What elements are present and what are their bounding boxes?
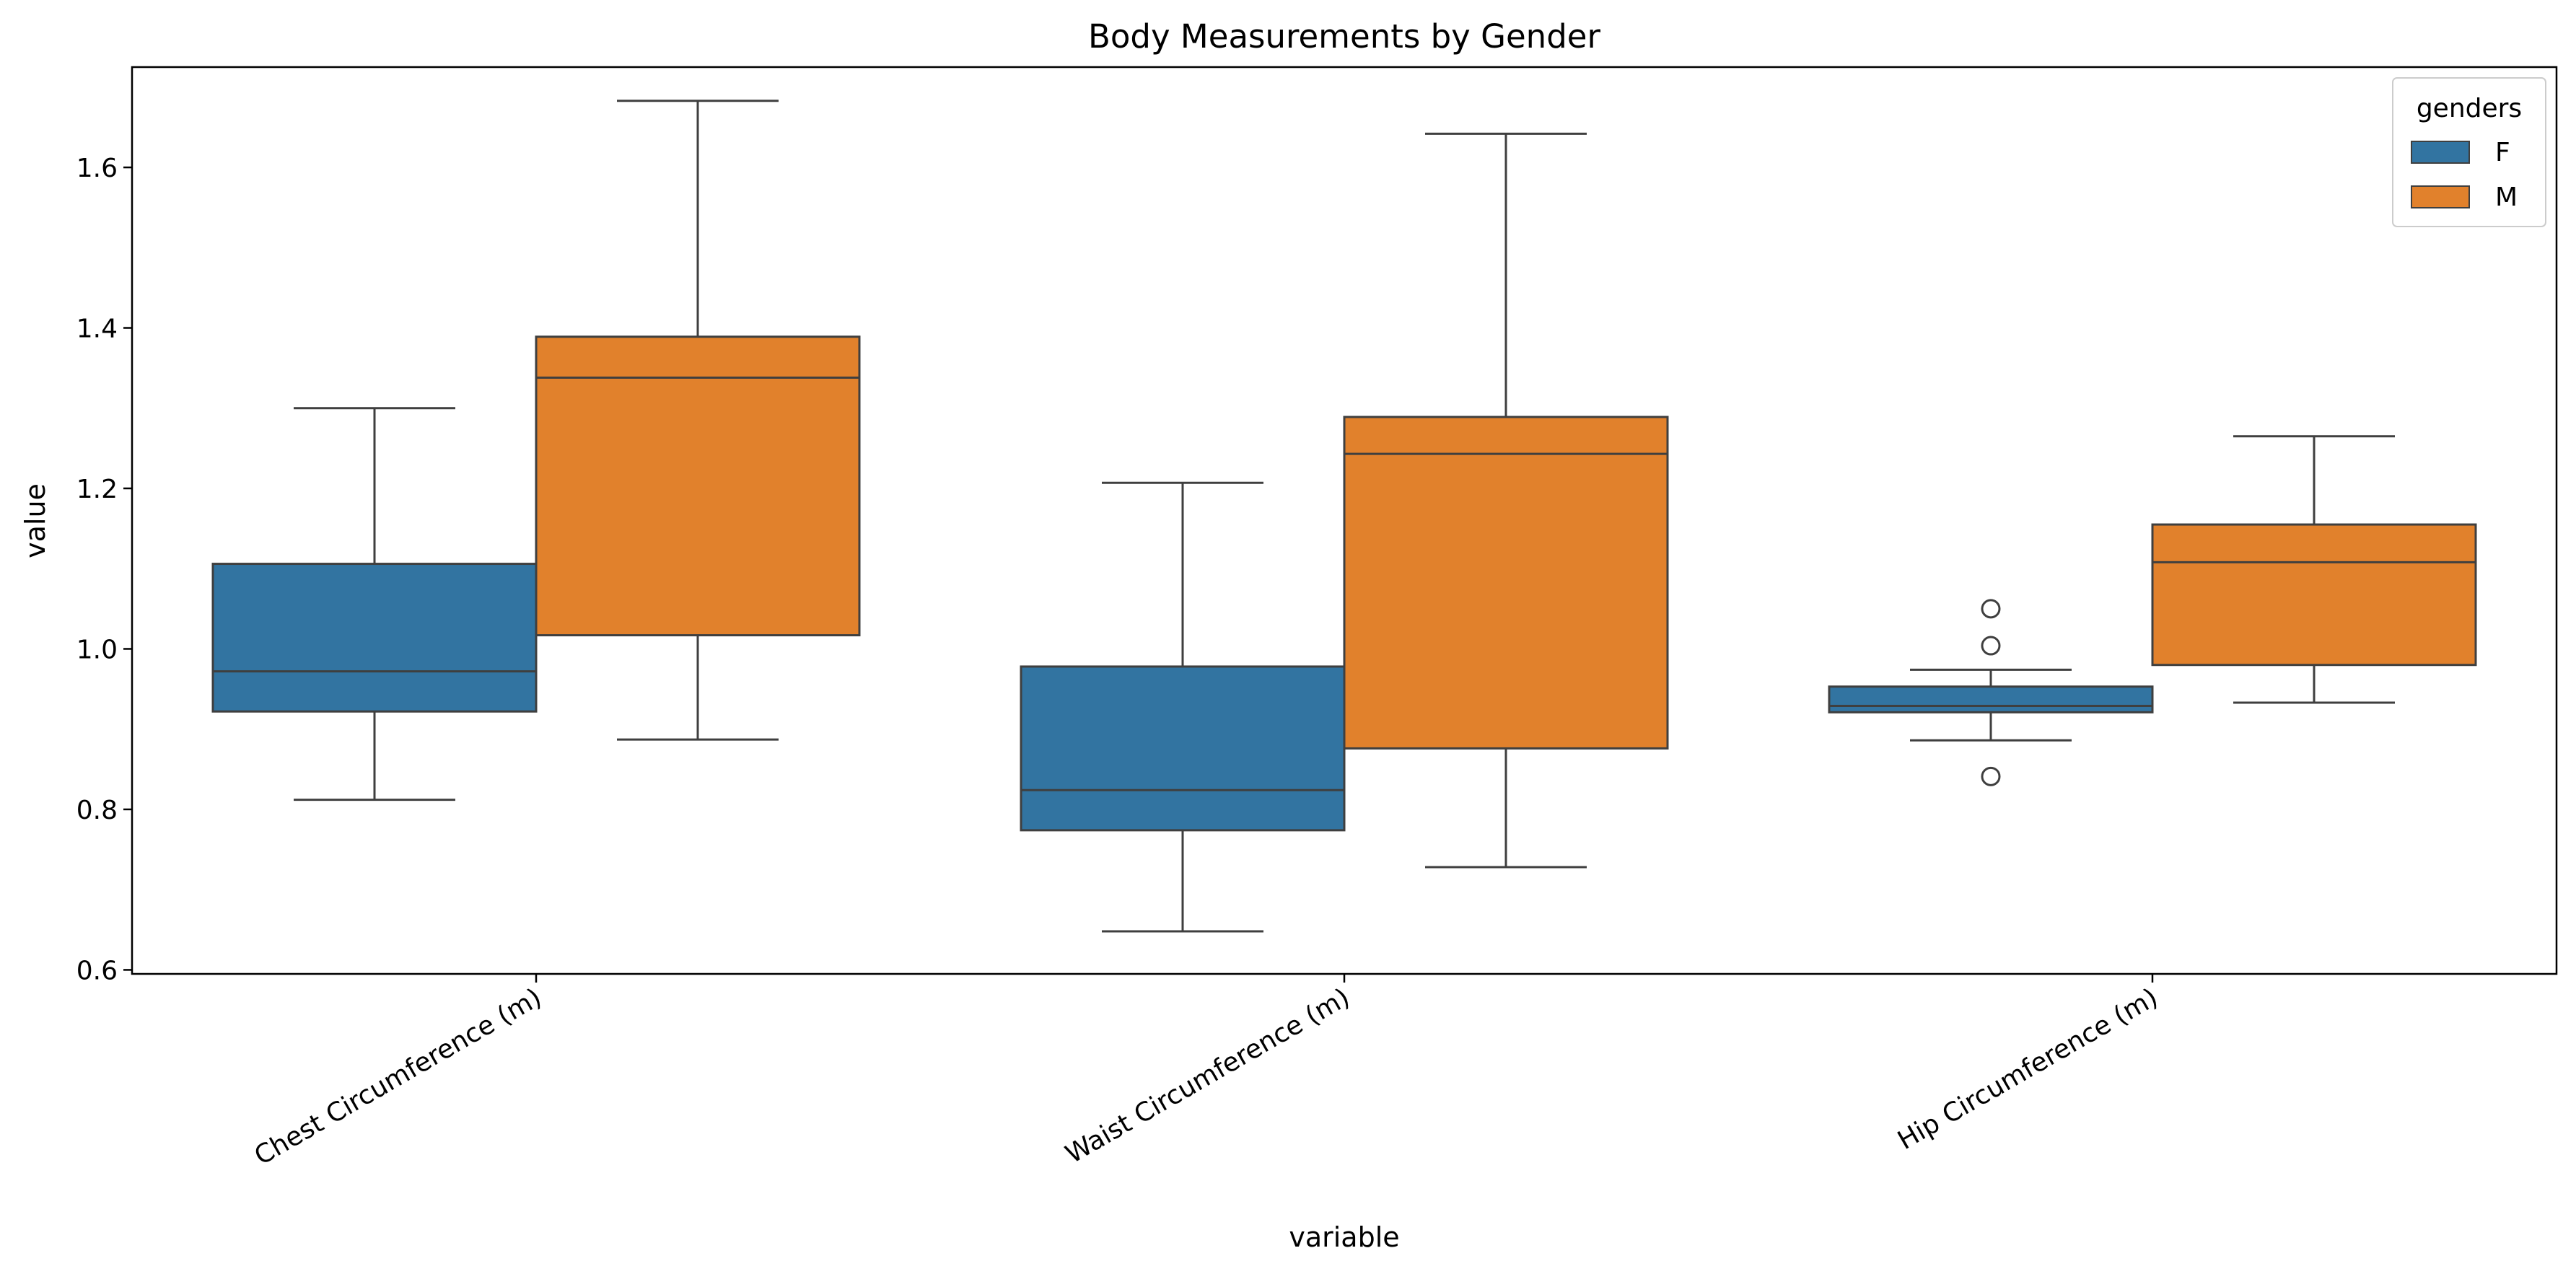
y-tick-label: 1.0 — [76, 635, 118, 664]
box-m-2 — [1343, 132, 1669, 869]
box-m-3 — [2151, 435, 2477, 704]
y-tick-label: 1.4 — [76, 315, 118, 344]
legend-label-m: M — [2495, 183, 2518, 212]
box-body — [1828, 685, 2154, 713]
legend-swatch-m — [2411, 185, 2470, 208]
y-tick-label: 0.6 — [76, 956, 118, 985]
box-f-2 — [1020, 481, 1346, 933]
box-body — [1343, 416, 1669, 750]
y-tick-label: 1.6 — [76, 154, 118, 183]
box-f-3 — [1828, 599, 2154, 786]
outlier-point — [1981, 599, 2001, 619]
y-tick-label: 1.2 — [76, 475, 118, 504]
legend: genders F M — [2392, 77, 2546, 227]
y-axis-label: value — [19, 483, 51, 558]
box-body — [211, 563, 538, 713]
box-m-1 — [535, 100, 861, 741]
y-tick-label: 0.8 — [76, 796, 118, 825]
box-f-1 — [211, 407, 538, 801]
legend-swatch-f — [2411, 141, 2470, 164]
plot-area — [211, 100, 2477, 933]
box-body — [1020, 665, 1346, 832]
box-body — [2151, 523, 2477, 667]
y-axis: 0.6 0.8 1.0 1.2 1.4 1.6 — [76, 154, 132, 985]
legend-title: genders — [2417, 94, 2522, 123]
chart-title: Body Measurements by Gender — [1088, 17, 1600, 56]
box-layer — [211, 100, 2477, 933]
outlier-point — [1981, 636, 2001, 656]
x-axis-label: variable — [1289, 1221, 1399, 1253]
legend-label-f: F — [2495, 138, 2510, 167]
box-body — [535, 335, 861, 637]
outlier-point — [1981, 766, 2001, 786]
